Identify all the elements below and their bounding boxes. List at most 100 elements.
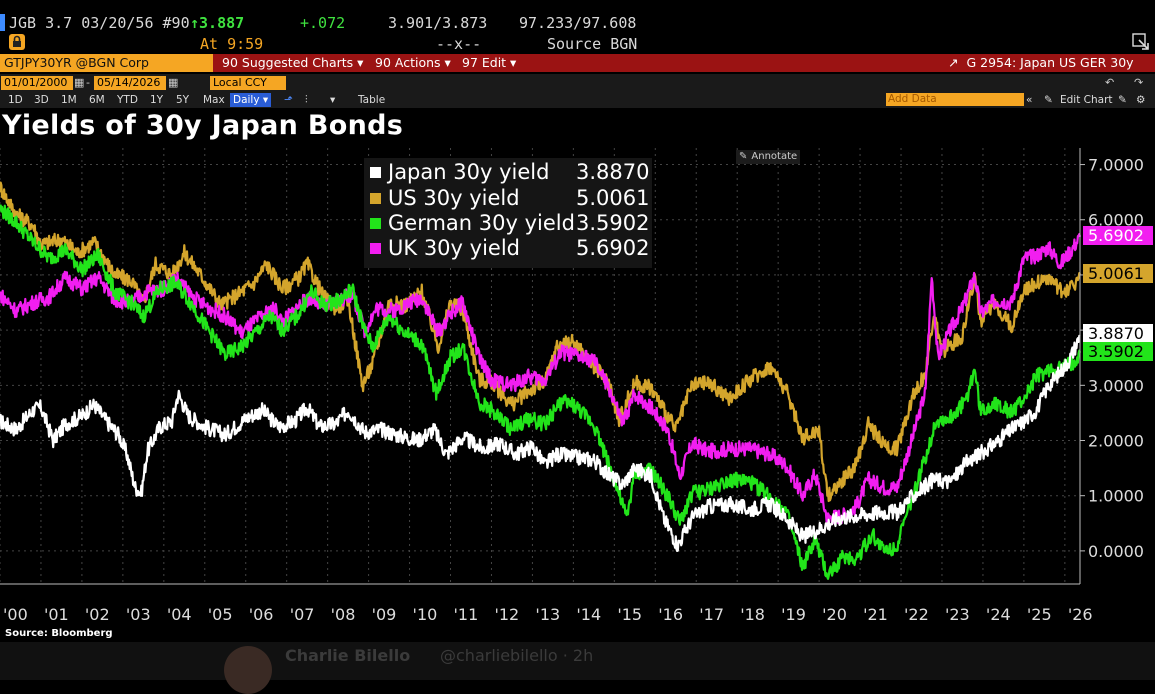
legend-label: US 30y yield — [388, 186, 520, 210]
avatar[interactable] — [224, 646, 272, 694]
price-change: +.072 — [300, 14, 346, 32]
actions-menu[interactable]: 90 Actions ▾ — [375, 55, 451, 70]
suggested-charts-menu[interactable]: 90 Suggested Charts ▾ — [222, 55, 364, 70]
redo-icon[interactable]: ↷ — [1134, 76, 1144, 89]
calendar-icon-end[interactable]: ▦ — [168, 76, 179, 89]
bar-chart-icon[interactable]: ⫶ — [305, 94, 308, 106]
legend-swatch — [370, 193, 381, 204]
x-tick-label: '02 — [85, 605, 110, 624]
x-tick-label: '05 — [208, 605, 233, 624]
legend-swatch — [370, 218, 381, 229]
y-tick-label: 0.0000 — [1088, 542, 1144, 561]
x-tick-label: '01 — [44, 605, 69, 624]
range-1d[interactable]: 1D — [8, 94, 23, 106]
table-button[interactable]: Table — [358, 94, 386, 106]
annotate-button[interactable]: ✎ Annotate — [736, 150, 800, 164]
line-chart-icon[interactable]: ⬏ — [284, 94, 293, 106]
range-6m[interactable]: 6M — [89, 94, 105, 106]
double-chevron-icon[interactable]: « — [1026, 94, 1033, 106]
end-date-field[interactable]: 05/14/2026 — [94, 76, 166, 90]
frequency-select[interactable]: Daily ▾ — [230, 93, 272, 107]
chart-area: 7.00006.00005.00004.00003.00002.00001.00… — [0, 148, 1153, 624]
separator-text: --x-- — [436, 35, 482, 53]
undo-icon[interactable]: ↶ — [1105, 76, 1115, 89]
range-5y[interactable]: 5Y — [176, 94, 190, 106]
last-value-tag-label: 5.0061 — [1088, 264, 1144, 283]
range-3d[interactable]: 3D — [34, 94, 49, 106]
legend-label: Japan 30y yield — [388, 160, 550, 184]
edit-chart-pencil-icon[interactable]: ✎ — [1118, 94, 1127, 106]
x-tick-label: '26 — [1068, 605, 1093, 624]
price-range: 97.233/97.608 — [519, 14, 637, 32]
series-line-us[interactable] — [0, 181, 1081, 503]
range-ytd[interactable]: YTD — [117, 94, 138, 106]
expand-icon[interactable] — [1132, 33, 1150, 51]
y-tick-label: 7.0000 — [1088, 156, 1144, 175]
last-value-tag-japan — [1083, 324, 1153, 343]
legend-value: 3.8870 — [576, 160, 650, 184]
pencil-icon[interactable]: ✎ — [1044, 94, 1053, 106]
edit-chart-button[interactable]: Edit Chart — [1060, 94, 1113, 106]
last-value-tag-us — [1083, 264, 1153, 283]
quote-source: Source BGN — [547, 35, 638, 53]
security-marker — [0, 14, 5, 31]
last-value-tag-label: 3.8870 — [1088, 324, 1144, 343]
last-value-tag-label: 3.5902 — [1088, 342, 1144, 361]
x-tick-label: '12 — [494, 605, 519, 624]
tweet-author[interactable]: Charlie Bilello — [285, 646, 411, 665]
chart-reference-label: G 2954: Japan US GER 30y — [966, 55, 1134, 70]
x-tick-label: '25 — [1027, 605, 1052, 624]
date-separator: - — [86, 76, 90, 89]
security-field[interactable]: GTJPY30YR @BGN Corp — [0, 54, 213, 72]
last-value-tag-germany — [1083, 342, 1153, 361]
date-bar: 01/01/2000 ▦ - 05/14/2026 ▦ Local CCY ↶ … — [0, 74, 1155, 91]
chart-reference[interactable]: ↗ G 2954: Japan US GER 30y — [948, 54, 1134, 72]
legend-value: 5.6902 — [576, 236, 650, 260]
currency-select[interactable]: Local CCY — [210, 76, 286, 90]
ticker-header: JGB 3.7 03/20/56 #90 ↑3.887 +.072 3.901/… — [0, 0, 1155, 54]
x-tick-label: '15 — [617, 605, 642, 624]
x-tick-label: '08 — [331, 605, 356, 624]
x-tick-label: '22 — [904, 605, 929, 624]
lock-icon[interactable] — [9, 34, 25, 50]
calendar-icon-start[interactable]: ▦ — [74, 76, 85, 89]
y-axis: 7.00006.00005.00004.00003.00002.00001.00… — [1079, 148, 1144, 584]
x-tick-label: '14 — [576, 605, 601, 624]
bid-ask: 3.901/3.873 — [388, 14, 488, 32]
x-tick-label: '09 — [372, 605, 397, 624]
last-price: ↑3.887 — [190, 14, 245, 32]
x-tick-label: '13 — [535, 605, 560, 624]
legend-label: UK 30y yield — [388, 236, 520, 260]
x-tick-label: '19 — [781, 605, 806, 624]
source-note: Source: Bloomberg — [5, 628, 113, 639]
x-tick-label: '10 — [413, 605, 438, 624]
legend-swatch — [370, 167, 381, 178]
range-1m[interactable]: 1M — [61, 94, 77, 106]
settings-icon[interactable]: ⚙ — [1136, 94, 1146, 106]
security-name[interactable]: JGB 3.7 03/20/56 #90 — [9, 14, 190, 32]
range-max[interactable]: Max — [203, 94, 225, 106]
add-data-input[interactable]: Add Data — [886, 93, 1024, 106]
start-date-field[interactable]: 01/01/2000 — [1, 76, 73, 90]
x-tick-label: '11 — [454, 605, 479, 624]
x-axis: '00 '01 '02 '03 '04 '05 '06 '07 '08 '09 '10 '11 '12 '… — [0, 583, 1093, 624]
x-tick-label: '21 — [863, 605, 888, 624]
tweet-handle[interactable]: @charliebilello · 2h — [440, 646, 594, 665]
x-tick-label: '06 — [249, 605, 274, 624]
series-line-germany[interactable] — [0, 204, 1082, 580]
annotate-label: Annotate — [751, 151, 798, 162]
y-tick-label: 1.0000 — [1088, 487, 1144, 506]
chart-legend: Japan 30y yield 3.8870 US 30y yield 5.00… — [364, 158, 652, 268]
x-tick-label: '17 — [699, 605, 724, 624]
range-1y[interactable]: 1Y — [150, 94, 164, 106]
x-tick-label: '03 — [126, 605, 151, 624]
more-dropdown-icon[interactable]: ▾ — [330, 94, 336, 106]
tweet-strip: Charlie Bilello @charliebilello · 2h — [0, 642, 1155, 694]
quote-time: At 9:59 — [200, 35, 264, 53]
edit-menu[interactable]: 97 Edit ▾ — [462, 55, 517, 70]
legend-label: German 30y yield — [388, 211, 575, 235]
y-tick-label: 2.0000 — [1088, 432, 1144, 451]
chart-title: Yields of 30y Japan Bonds — [2, 110, 404, 141]
series-line-japan[interactable] — [0, 334, 1081, 552]
